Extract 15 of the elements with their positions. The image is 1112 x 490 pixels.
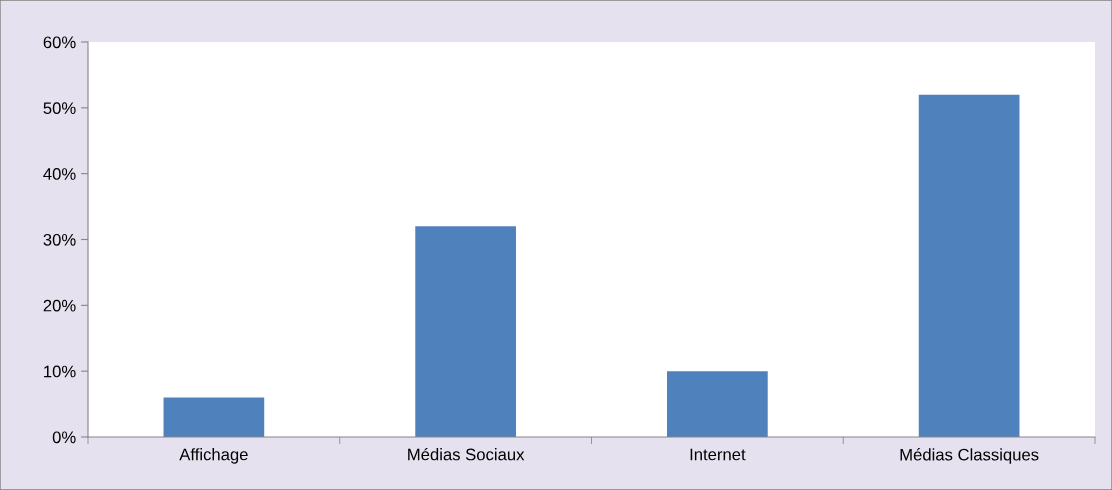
y-tick-label: 60% — [43, 36, 76, 49]
y-tick-label: 50% — [43, 102, 76, 115]
x-tick-label: Internet — [690, 448, 746, 461]
y-tick-label: 20% — [43, 299, 76, 312]
x-tick-label: Médias Sociaux — [408, 447, 525, 461]
y-tick-label: 40% — [43, 168, 76, 180]
bar — [667, 371, 768, 437]
y-tick-label: 0% — [52, 431, 76, 444]
bar — [163, 397, 265, 437]
y-tick-label: 10% — [44, 365, 76, 378]
bar — [415, 226, 516, 437]
y-tick-label: 30% — [43, 233, 76, 246]
x-tick-label: Médias Classiques — [900, 448, 1039, 464]
x-tick-label: Affichage — [179, 448, 248, 464]
bar — [918, 94, 1020, 437]
